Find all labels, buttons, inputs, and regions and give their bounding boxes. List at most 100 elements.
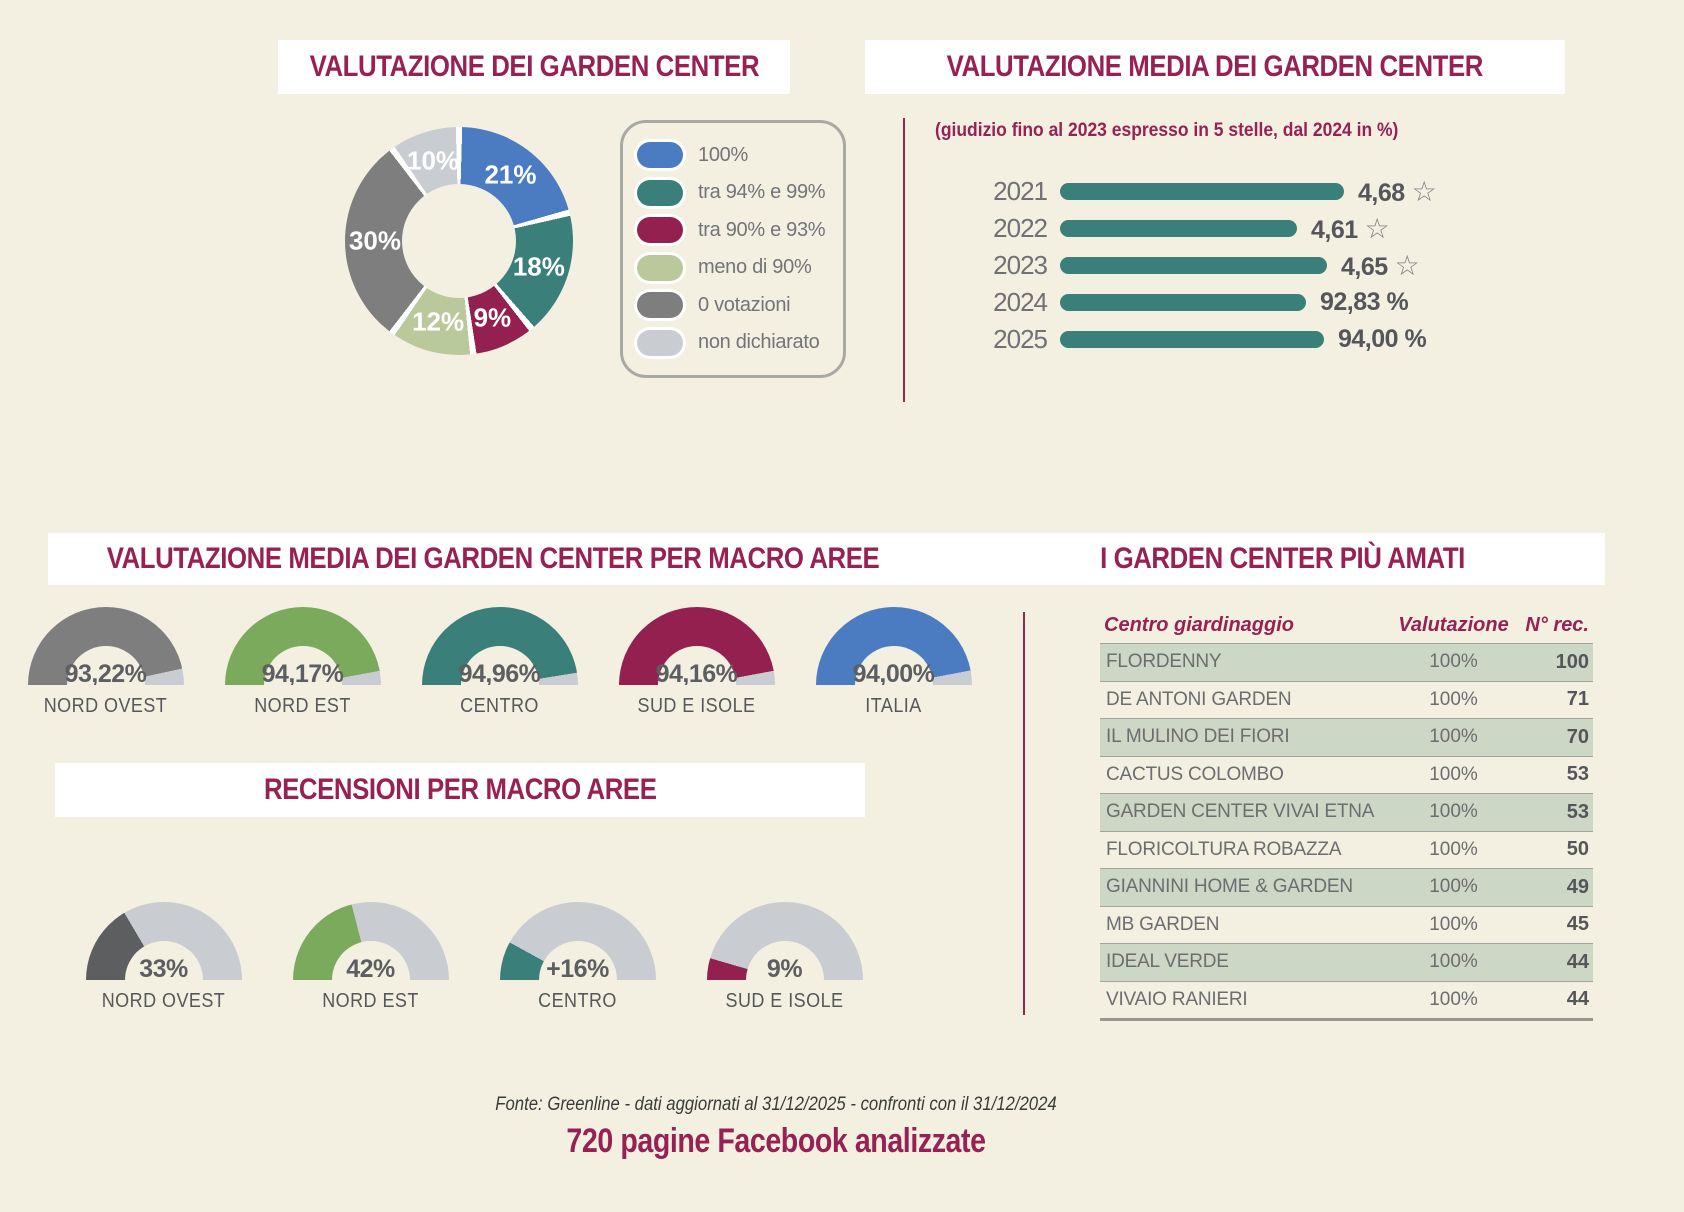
gauge-item: +16% CENTRO <box>474 902 681 1013</box>
cell-review-count: 44 <box>1566 988 1589 1011</box>
star-icon: ☆ <box>1364 213 1390 244</box>
gauge-value: 42% <box>346 955 395 980</box>
cell-rating: 100% <box>1429 726 1478 748</box>
cell-garden-center-name: GARDEN CENTER VIVAI ETNA <box>1106 801 1375 823</box>
gauge: 9% <box>706 902 863 980</box>
bar-chart-title: VALUTAZIONE MEDIA DEI GARDEN CENTER <box>946 50 1484 83</box>
legend-item: tra 94% e 99% <box>637 179 843 206</box>
bar-value-label: 4,65 ☆ <box>1341 250 1420 281</box>
table-row: FLORDENNY 100% 100 <box>1100 643 1593 681</box>
cell-garden-center-name: CACTUS COLOMBO <box>1106 763 1284 785</box>
table-body: FLORDENNY 100% 100 DE ANTONI GARDEN 100% 71 IL… <box>1100 643 1593 1021</box>
bar-value-label: 94,00 % <box>1338 325 1427 353</box>
gauge-label: ITALIA <box>865 695 922 717</box>
section-divider-top <box>903 118 905 402</box>
legend-item-label: meno di 90% <box>698 256 812 279</box>
macro-aree-gauges: 93,22% NORD OVEST 94,17% NORD EST 94,96% CENT… <box>7 607 992 718</box>
table-row: GARDEN CENTER VIVAI ETNA 100% 53 <box>1100 793 1593 831</box>
table-title: I GARDEN CENTER PIÙ AMATI <box>1100 542 1465 575</box>
table-row: FLORICOLTURA ROBAZZA 100% 50 <box>1100 830 1593 869</box>
cell-rating: 100% <box>1429 876 1478 898</box>
legend-item: meno di 90% <box>637 254 843 281</box>
gauge-label: NORD OVEST <box>101 990 226 1012</box>
gauge-label: NORD EST <box>322 990 419 1012</box>
bar <box>1060 183 1344 200</box>
cell-review-count: 53 <box>1566 763 1589 786</box>
gauge-item: 93,22% NORD OVEST <box>7 607 204 718</box>
bar <box>1060 257 1327 274</box>
cell-garden-center-name: FLORICOLTURA ROBAZZA <box>1106 838 1342 860</box>
legend-swatch <box>637 254 683 281</box>
bar-year-label: 2023 <box>993 250 1048 280</box>
gauge-item: 94,17% NORD EST <box>204 607 401 718</box>
bar <box>1060 331 1324 348</box>
donut-chart: 21% 18% 9% 12% 30% 10% <box>345 127 573 355</box>
bar-chart: 2021 4,68 ☆ 2022 4,61 ☆ 2023 4,65 ☆ 2024 92,83 % 20… <box>935 173 1437 358</box>
donut-legend: 100% tra 94% e 99% tra 90% e 93% meno di 90… <box>620 120 846 378</box>
gauge: 94,17% <box>224 607 381 685</box>
gauge-value: 94,00% <box>852 660 935 685</box>
source-note: Fonte: Greenline - dati aggiornati al 31… <box>495 1094 1057 1115</box>
legend-item-label: non dichiarato <box>698 331 820 354</box>
donut-chart-title: VALUTAZIONE DEI GARDEN CENTER <box>309 50 759 83</box>
cell-review-count: 70 <box>1566 725 1589 748</box>
legend-item: 100% <box>637 142 843 169</box>
bar-year-label: 2024 <box>993 287 1048 317</box>
gauge-item: 33% NORD OVEST <box>60 902 267 1013</box>
bar-row: 2022 4,61 ☆ <box>935 210 1436 247</box>
cell-review-count: 50 <box>1566 838 1589 861</box>
macro-aree-gauges-title: VALUTAZIONE MEDIA DEI GARDEN CENTER PER … <box>106 542 880 575</box>
cell-review-count: 44 <box>1566 950 1589 973</box>
legend-item-label: 0 votazioni <box>698 293 791 316</box>
gauge: 42% <box>292 902 449 980</box>
recensioni-gauges: 33% NORD OVEST 42% NORD EST +16% CENTRO 9% SUD … <box>60 902 888 1013</box>
legend-swatch <box>637 329 683 356</box>
gauge-label: NORD EST <box>254 695 351 717</box>
gauge: 94,96% <box>421 607 578 685</box>
legend-swatch <box>637 217 683 244</box>
gauge-value: 94,96% <box>458 660 541 685</box>
gauge-label: SUD E ISOLE <box>725 990 844 1012</box>
gauge-item: 94,96% CENTRO <box>401 607 598 718</box>
gauge-item: 9% SUD E ISOLE <box>681 902 888 1013</box>
gauge: +16% <box>499 902 656 980</box>
gauge: 94,16% <box>618 607 775 685</box>
table-header-name: Centro giardinaggio <box>1104 613 1294 636</box>
gauge-value: 93,22% <box>64 660 147 685</box>
table-row: MB GARDEN 100% 45 <box>1100 905 1593 944</box>
cell-review-count: 53 <box>1566 800 1589 823</box>
gauge-label: SUD E ISOLE <box>637 695 756 717</box>
bar-year-label: 2025 <box>993 324 1048 354</box>
star-icon: ☆ <box>1394 250 1420 281</box>
star-icon: ☆ <box>1411 176 1437 207</box>
table-header-rating: Valutazione <box>1398 613 1509 636</box>
gauge: 33% <box>85 902 242 980</box>
gauge: 93,22% <box>27 607 184 685</box>
table-row: VIVAIO RANIERI 100% 44 <box>1100 980 1593 1019</box>
donut-hole <box>402 184 516 298</box>
cell-review-count: 49 <box>1566 875 1589 898</box>
table-header-row: Centro giardinaggio Valutazione N° rec. <box>1100 607 1593 643</box>
table-header-reviews: N° rec. <box>1525 613 1589 636</box>
donut-segment-label: 21% <box>484 159 537 190</box>
bar-row: 2025 94,00 % <box>935 321 1436 358</box>
garden-center-table: Centro giardinaggio Valutazione N° rec. … <box>1100 607 1593 1021</box>
bar-row: 2023 4,65 ☆ <box>935 247 1436 284</box>
donut-segment-label: 9% <box>473 302 512 333</box>
cell-garden-center-name: VIVAIO RANIERI <box>1106 988 1248 1010</box>
cell-garden-center-name: FLORDENNY <box>1106 651 1222 673</box>
bar <box>1060 220 1297 237</box>
table-row: DE ANTONI GARDEN 100% 71 <box>1100 680 1593 719</box>
bar <box>1060 294 1306 311</box>
table-row: CACTUS COLOMBO 100% 53 <box>1100 755 1593 794</box>
cell-garden-center-name: DE ANTONI GARDEN <box>1106 688 1292 710</box>
title-band-valutazione-media: VALUTAZIONE MEDIA DEI GARDEN CENTER <box>865 40 1565 94</box>
table-row: GIANNINI HOME & GARDEN 100% 49 <box>1100 868 1593 906</box>
bar-year-label: 2021 <box>993 176 1048 206</box>
cell-garden-center-name: IL MULINO DEI FIORI <box>1106 726 1290 748</box>
cell-review-count: 71 <box>1566 688 1589 711</box>
cell-garden-center-name: IDEAL VERDE <box>1106 951 1229 973</box>
cell-rating: 100% <box>1429 988 1478 1010</box>
cell-rating: 100% <box>1429 651 1478 673</box>
